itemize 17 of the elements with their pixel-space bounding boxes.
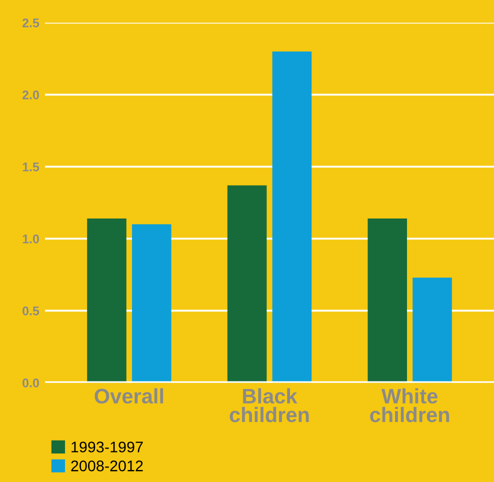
legend-label: 1993-1997 [72, 442, 143, 452]
legend-label: 2008-2012 [71, 460, 143, 472]
x-tick-label: Black children [230, 388, 309, 422]
bar [412, 278, 452, 383]
y-tick-label: 1.0 [22, 234, 39, 244]
y-tick-label: 0.0 [22, 378, 39, 388]
y-tick-label: 0.5 [22, 306, 40, 316]
bar [87, 218, 126, 383]
bar [272, 52, 312, 383]
x-tick-label: White children [370, 388, 450, 422]
y-tick-label: 1.5 [22, 162, 40, 172]
bar [227, 185, 267, 383]
y-tick-label: 2.0 [22, 90, 39, 100]
bar [368, 218, 408, 383]
y-tick-label: 2.5 [22, 18, 40, 28]
x-tick-label: Overall [94, 388, 164, 404]
bar [132, 224, 172, 383]
